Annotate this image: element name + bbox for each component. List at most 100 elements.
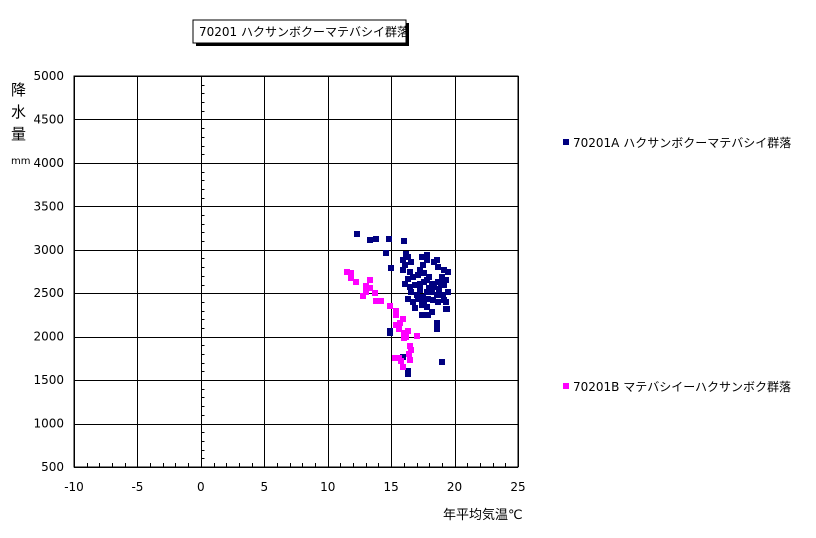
x-tick-label: 25 [510,480,525,494]
data-point-series-a [405,371,411,377]
data-point-series-a [443,306,449,312]
data-point-series-a [386,236,392,242]
legend-marker [563,139,569,145]
data-point-series-b [398,358,404,364]
x-tick-label: 5 [260,480,268,494]
legend-label: 70201A ハクサンボクーマテバシイ群落 [573,136,791,150]
data-point-series-b [360,293,366,299]
data-point-series-a [402,262,408,268]
data-point-series-a [421,279,427,285]
x-tick-label: 0 [197,480,205,494]
data-point-series-a [439,359,445,365]
x-tick-label: 10 [320,480,335,494]
x-tick-label: -10 [64,480,84,494]
data-point-series-a [410,274,416,280]
legend-marker [563,383,569,389]
data-point-series-a [367,237,373,243]
grid-lines [73,75,519,468]
legend: 70201A ハクサンボクーマテバシイ群落 70201B マテバシイーハクサンボ… [563,136,791,394]
chart-title: 70201 ハクサンボクーマテバシイ群落 [199,25,409,39]
data-point-series-a [417,287,423,293]
data-point-series-b [397,320,403,326]
data-point-series-a [436,286,442,292]
y-tick-label: 1500 [33,373,64,387]
data-point-series-a [410,299,416,305]
data-point-series-b [373,298,379,304]
data-point-series-a [373,236,379,242]
data-point-series-a [407,269,413,275]
data-point-series-b [407,343,413,349]
legend-label: 70201B マテバシイーハクサンボク群落 [573,380,791,394]
data-point-series-b [367,277,373,283]
data-point-series-a [420,294,426,300]
data-point-series-a [400,257,406,263]
data-point-series-a [434,320,440,326]
data-point-series-b [407,357,413,363]
data-point-series-b [348,270,354,276]
data-point-series-a [420,262,426,268]
data-point-series-a [431,259,437,265]
y-label-unit: mm [11,156,30,167]
data-point-series-b [393,312,399,318]
legend-item-series-a: 70201A ハクサンボクーマテバシイ群落 [563,136,791,150]
data-point-series-b [401,330,407,336]
data-point-series-b [393,308,399,314]
data-point-series-a [421,270,427,276]
data-point-series-a [429,289,435,295]
data-point-series-a [438,280,444,286]
data-point-series-a [408,289,414,295]
data-point-series-a [434,292,440,298]
y-tick-label: 3000 [33,243,64,257]
data-point-series-a [417,267,423,273]
data-point-series-a [424,257,430,263]
y-tick-label: 2500 [33,286,64,300]
data-point-series-a [425,312,431,318]
data-point-series-a [424,252,430,258]
y-tick-label: 4000 [33,156,64,170]
data-point-series-a [431,284,437,290]
data-point-series-a [419,254,425,260]
legend-item-series-b: 70201B マテバシイーハクサンボク群落 [563,380,791,394]
data-point-series-a [435,299,441,305]
data-point-series-a [429,309,435,315]
chart-title-box: 70201 ハクサンボクーマテバシイ群落 [192,19,409,46]
data-point-series-b [344,269,350,275]
data-point-series-a [387,328,393,334]
data-point-series-b [363,283,369,289]
data-point-series-a [402,281,408,287]
data-point-series-b [393,322,399,328]
data-point-series-a [407,284,413,290]
data-point-series-a [434,326,440,332]
data-point-series-a [445,269,451,275]
data-point-series-b [400,364,406,370]
data-point-series-b [387,303,393,309]
y-tick-label: 2000 [33,330,64,344]
data-point-series-a [400,267,406,273]
y-label-char: 降 [11,81,26,99]
data-point-series-a [443,277,449,283]
y-tick-label: 500 [41,460,64,474]
data-point-series-a [421,299,427,305]
data-point-series-a [405,296,411,302]
x-axis-label: 年平均気温℃ [443,507,523,523]
data-point-series-a [424,289,430,295]
data-point-series-b [405,328,411,334]
y-tick-label: 5000 [33,69,64,83]
data-point-series-b [401,335,407,341]
plot-frame [73,75,519,468]
y-tick-label: 3500 [33,199,64,213]
data-point-series-b [406,351,412,357]
data-point-series-a [417,281,423,287]
tick-labels: -10 -5 0 5 10 15 20 25 500 1000 1500 2000 2500 3000 35… [33,69,525,494]
data-point-series-b [348,275,354,281]
data-point-series-a [400,354,406,360]
data-point-series-a [445,289,451,295]
data-point-series-b [378,298,384,304]
data-point-series-a [425,296,431,302]
data-point-series-b [396,326,402,332]
data-point-series-a [403,251,409,257]
data-point-series-a [426,285,432,291]
data-point-series-a [408,259,414,265]
data-point-series-b [392,355,398,361]
